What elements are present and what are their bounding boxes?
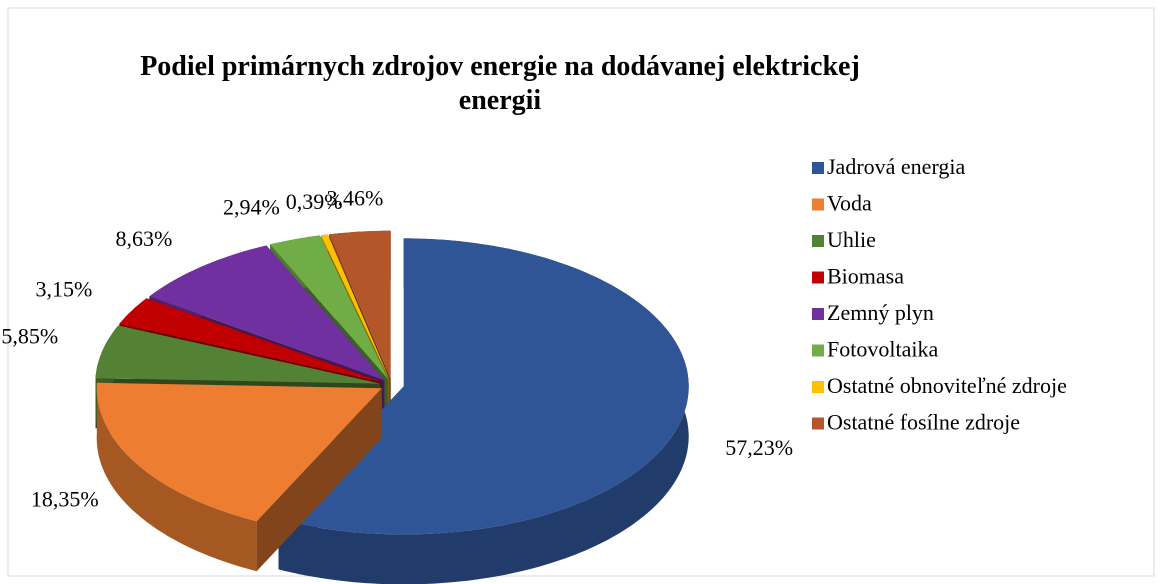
slice: [321, 234, 390, 379]
legend-swatch: [812, 308, 824, 320]
data-label: 18,35%: [31, 486, 99, 511]
slice: [95, 325, 381, 384]
legend-label: Ostatné obnoviteľné zdroje: [827, 373, 1067, 398]
slice: [270, 235, 389, 380]
data-label: 0,39%: [286, 189, 343, 214]
slice: [278, 238, 689, 535]
legend-swatch: [812, 417, 824, 430]
slice: [96, 382, 382, 522]
legend-swatch: [812, 162, 824, 174]
slice: [149, 245, 385, 381]
slice: [329, 230, 391, 379]
data-label: 57,23%: [725, 435, 793, 460]
slice-side: [96, 382, 257, 572]
data-label: 3,46%: [326, 185, 383, 210]
legend-swatch: [812, 235, 824, 247]
data-label: 2,94%: [223, 194, 280, 219]
slice-side: [278, 238, 689, 584]
data-label: 3,15%: [36, 276, 93, 301]
data-label: 8,63%: [115, 226, 172, 251]
legend-swatch: [812, 271, 824, 284]
legend-swatch: [812, 381, 824, 393]
legend-label: Uhlie: [827, 227, 876, 252]
legend-swatch: [812, 198, 824, 211]
chart-title: Podiel primárnych zdrojov energie na dod…: [140, 51, 860, 116]
data-label: 5,85%: [1, 323, 58, 348]
legend-label: Ostatné fosílne zdroje: [827, 410, 1020, 435]
legend-label: Jadrová energia: [827, 154, 965, 179]
legend-label: Voda: [827, 191, 872, 216]
legend-label: Biomasa: [827, 264, 904, 289]
legend-label: Fotovoltaika: [827, 337, 938, 362]
legend-label: Zemný plyn: [827, 300, 934, 325]
legend-swatch: [812, 344, 824, 357]
slice: [119, 298, 382, 382]
